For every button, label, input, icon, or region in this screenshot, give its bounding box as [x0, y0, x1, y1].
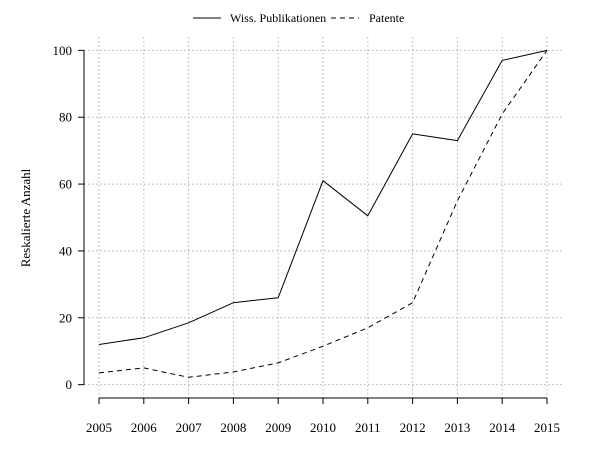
legend: Wiss. Publikationen Patente: [193, 11, 404, 25]
y-tick-label: 80: [59, 110, 72, 125]
axes: 0 20 40 60 80 100 2005 2006 2007 2008 2009 2010 2011…: [53, 43, 561, 435]
x-tick-label: 2009: [265, 420, 291, 435]
series-line-publikationen: [98, 49, 548, 345]
y-tick-label: 40: [59, 243, 72, 258]
y-tick-label: 100: [53, 43, 73, 58]
x-tick-label: 2012: [400, 420, 426, 435]
y-tick-label: 20: [59, 310, 72, 325]
x-tick-label: 2015: [534, 420, 560, 435]
grid-lines: [84, 37, 562, 398]
x-tick-label: 2006: [131, 420, 158, 435]
x-tick-label: 2005: [86, 420, 112, 435]
series-line-patente: [98, 50, 548, 378]
x-tick-label: 2007: [176, 420, 203, 435]
y-tick-label: 0: [66, 377, 73, 392]
legend-label-2: Patente: [369, 11, 404, 25]
x-tick-label: 2013: [444, 420, 470, 435]
data-series: [98, 49, 548, 378]
y-tick-label: 60: [59, 177, 72, 192]
y-axis-title: Reskalierte Anzahl: [18, 168, 33, 267]
legend-label-1: Wiss. Publikationen: [230, 11, 326, 25]
x-tick-label: 2014: [489, 420, 516, 435]
x-tick-label: 2008: [220, 420, 246, 435]
x-tick-label: 2011: [355, 420, 381, 435]
x-tick-label: 2010: [310, 420, 336, 435]
